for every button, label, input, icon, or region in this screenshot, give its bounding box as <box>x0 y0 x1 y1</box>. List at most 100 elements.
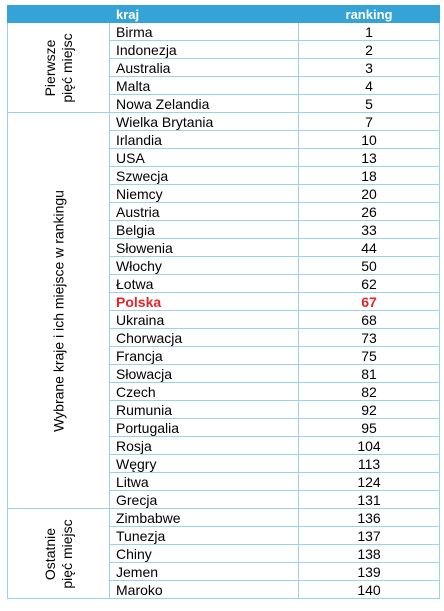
ranking-cell: 20 <box>298 184 440 203</box>
ranking-cell: 7 <box>298 112 440 131</box>
header-country: kraj <box>109 5 299 23</box>
ranking-cell: 124 <box>298 472 440 491</box>
ranking-cell: 82 <box>298 382 440 401</box>
country-cell: Niemcy <box>109 184 299 203</box>
table-header-row: kraj ranking <box>7 5 440 23</box>
country-cell: Polska <box>109 292 299 311</box>
ranking-cell: 139 <box>298 562 440 581</box>
header-group-cell <box>7 5 110 23</box>
group-label-cell: Pierwsze pięć miejsc <box>7 22 110 113</box>
country-cell: Ukraina <box>109 310 299 329</box>
ranking-cell: 73 <box>298 328 440 347</box>
country-cell: Rosja <box>109 436 299 455</box>
country-cell: Chorwacja <box>109 328 299 347</box>
group-label-line1: Ostatnie <box>41 527 58 580</box>
group-label: Ostatnie pięć miejsc <box>42 519 76 588</box>
country-cell: Malta <box>109 76 299 95</box>
ranking-cell: 75 <box>298 346 440 365</box>
table-row: Pierwsze pięć miejsc Birma 1 <box>7 22 440 113</box>
country-cell: Birma <box>109 22 299 41</box>
table-row: Ukraina 68 <box>8 310 440 329</box>
header-ranking: ranking <box>298 5 440 23</box>
group-label: Wybrane kraje i ich miejsce w rankingu <box>50 190 67 432</box>
group-label-line1: Pierwsze <box>41 39 58 96</box>
table-row: Tunezja 137 <box>8 526 440 545</box>
country-cell: Węgry <box>109 454 299 473</box>
table-row: Maroko 140 <box>8 580 440 599</box>
country-cell: Litwa <box>109 472 299 491</box>
ranking-cell: 104 <box>298 436 440 455</box>
table-row: Chorwacja 73 <box>8 328 440 347</box>
table-row: Jemen 139 <box>8 562 440 581</box>
ranking-cell: 62 <box>298 274 440 293</box>
country-cell: Łotwa <box>109 274 299 293</box>
country-cell: Irlandia <box>109 130 299 149</box>
ranking-table: kraj ranking Pierwsze pięć miejsc Birma 1 In… <box>7 5 440 599</box>
table-row: Francja 75 <box>8 346 440 365</box>
country-cell: Indonezja <box>109 40 299 59</box>
ranking-cell: 44 <box>298 238 440 257</box>
group-label-cell: Wybrane kraje i ich miejsce w rankingu <box>7 112 110 509</box>
table-row: Łotwa 62 <box>8 274 440 293</box>
country-cell: Nowa Zelandia <box>109 94 299 113</box>
ranking-cell: 95 <box>298 418 440 437</box>
table-row: Niemcy 20 <box>8 184 440 203</box>
country-cell: Francja <box>109 346 299 365</box>
group-label: Pierwsze pięć miejsc <box>42 33 76 102</box>
table-row: Węgry 113 <box>8 454 440 473</box>
table-row: Ostatnie pięć miejsc Zimbabwe 136 <box>7 508 440 599</box>
ranking-cell: 140 <box>298 580 440 599</box>
country-cell: Chiny <box>109 544 299 563</box>
table-row: Chiny 138 <box>8 544 440 563</box>
ranking-cell: 1 <box>298 22 440 41</box>
ranking-cell: 113 <box>298 454 440 473</box>
ranking-cell: 67 <box>298 292 440 311</box>
ranking-cell: 138 <box>298 544 440 563</box>
country-cell: Rumunia <box>109 400 299 419</box>
ranking-cell: 26 <box>298 202 440 221</box>
ranking-cell: 2 <box>298 40 440 59</box>
country-cell: Portugalia <box>109 418 299 437</box>
table-row: Rosja 104 <box>8 436 440 455</box>
country-cell: Grecja <box>109 490 299 509</box>
ranking-cell: 33 <box>298 220 440 239</box>
country-cell: Zimbabwe <box>109 508 299 527</box>
country-cell: Australia <box>109 58 299 77</box>
ranking-cell: 13 <box>298 148 440 167</box>
group-label-line1: Wybrane kraje i ich miejsce w rankingu <box>50 189 66 432</box>
table-body: Pierwsze pięć miejsc Birma 1 Indonezja 2 Austr… <box>7 22 440 599</box>
country-cell: Belgia <box>109 220 299 239</box>
country-cell: Czech <box>109 382 299 401</box>
ranking-cell: 5 <box>298 94 440 113</box>
table-row: Nowa Zelandia 5 <box>8 94 440 113</box>
ranking-cell: 3 <box>298 58 440 77</box>
country-cell: Austria <box>109 202 299 221</box>
country-cell: Tunezja <box>109 526 299 545</box>
country-cell: Jemen <box>109 562 299 581</box>
ranking-table-container: kraj ranking Pierwsze pięć miejsc Birma 1 In… <box>7 5 440 599</box>
country-cell: Szwecja <box>109 166 299 185</box>
ranking-cell: 10 <box>298 130 440 149</box>
table-row: Wybrane kraje i ich miejsce w rankingu Wi… <box>7 112 440 509</box>
country-cell: Słowenia <box>109 238 299 257</box>
ranking-cell: 4 <box>298 76 440 95</box>
ranking-cell: 131 <box>298 490 440 509</box>
ranking-cell: 50 <box>298 256 440 275</box>
table-row: Polska 67 <box>8 292 440 311</box>
country-cell: Maroko <box>109 580 299 599</box>
group-label-line2: pięć miejsc <box>58 518 75 589</box>
ranking-cell: 137 <box>298 526 440 545</box>
country-cell: Wielka Brytania <box>109 112 299 131</box>
table-row: Słowacja 81 <box>8 364 440 383</box>
group-label-cell: Ostatnie pięć miejsc <box>7 508 110 599</box>
country-cell: Słowacja <box>109 364 299 383</box>
ranking-cell: 68 <box>298 310 440 329</box>
table-row: Grecja 131 <box>8 490 440 509</box>
ranking-cell: 18 <box>298 166 440 185</box>
ranking-cell: 136 <box>298 508 440 527</box>
ranking-cell: 81 <box>298 364 440 383</box>
table-row: Irlandia 10 <box>8 130 440 149</box>
country-cell: Włochy <box>109 256 299 275</box>
ranking-cell: 92 <box>298 400 440 419</box>
group-label-line2: pięć miejsc <box>58 32 75 103</box>
